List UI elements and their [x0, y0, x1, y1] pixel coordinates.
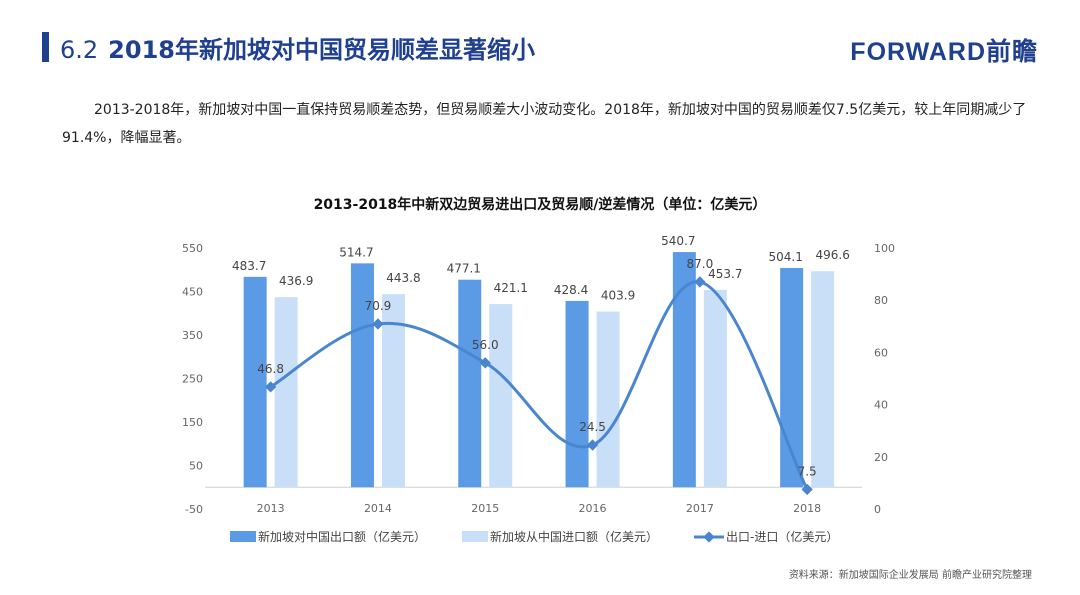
bar-data-label: 514.7: [339, 245, 373, 259]
bar-data-label: 483.7: [232, 259, 266, 273]
left-axis-tick: 550: [182, 242, 203, 255]
legend-import-label: 新加坡从中国进口额（亿美元）: [490, 529, 658, 544]
page-title: 6.2 2018年新加坡对中国贸易顺差显著缩小: [60, 30, 535, 65]
bar-data-label: 436.9: [279, 274, 313, 288]
export-bar: [672, 252, 696, 488]
export-bar: [350, 263, 374, 488]
bar-data-label: 421.1: [494, 281, 528, 295]
right-axis-tick: 60: [874, 346, 888, 359]
balance-marker: [479, 357, 491, 369]
left-axis-tick: 150: [182, 416, 203, 429]
source-note: 资料来源：新加坡国际企业发展局 前瞻产业研究院整理: [788, 570, 1032, 581]
bar-data-label: 477.1: [447, 262, 481, 276]
legend-line-label: 出口-进口（亿美元）: [726, 529, 838, 544]
bar-data-label: 496.6: [815, 248, 849, 262]
forward-logo: FORWARD前瞻: [850, 38, 1038, 66]
right-axis-tick: 40: [874, 399, 888, 412]
left-axis-tick: 50: [189, 460, 203, 473]
x-axis-tick: 2018: [793, 502, 821, 515]
bar-data-label: 443.8: [386, 271, 420, 285]
right-axis-tick: 20: [874, 451, 888, 464]
left-axis-tick: -50: [185, 503, 203, 516]
line-data-label: 56.0: [472, 338, 499, 352]
balance-marker: [264, 381, 277, 393]
line-data-label: 46.8: [257, 362, 284, 376]
title-accent-bar: [42, 32, 49, 62]
import-bar: [381, 294, 405, 488]
x-axis-tick: 2016: [579, 502, 607, 515]
left-axis-tick: 250: [182, 373, 203, 386]
bar-data-label: 540.7: [661, 234, 695, 248]
balance-marker: [586, 439, 599, 451]
x-axis-tick: 2014: [364, 502, 392, 515]
x-axis-tick: 2013: [257, 502, 285, 515]
export-bar: [243, 276, 267, 488]
bar-data-label: 403.9: [601, 289, 635, 303]
x-axis-tick: 2015: [471, 502, 499, 515]
export-bar: [565, 300, 589, 488]
section-number: 6.2: [60, 36, 99, 64]
import-bar: [703, 289, 727, 488]
x-axis-tick: 2017: [686, 502, 714, 515]
balance-marker: [801, 483, 813, 496]
import-bar: [811, 271, 835, 488]
import-bar: [596, 311, 620, 488]
balance-marker: [372, 318, 384, 330]
bar-data-label: 504.1: [768, 250, 802, 264]
legend-line-marker: [703, 531, 715, 543]
legend-export-label: 新加坡对中国出口额（亿美元）: [258, 529, 426, 544]
import-bar: [489, 304, 513, 488]
line-data-label: 7.5: [798, 464, 817, 478]
legend-export-swatch: [230, 531, 256, 542]
line-data-label: 87.0: [686, 257, 713, 271]
bar-data-label: 428.4: [554, 283, 588, 297]
summary-paragraph: 2013-2018年，新加坡对中国一直保持贸易顺差态势，但贸易顺差大小波动变化。…: [62, 102, 1027, 146]
line-data-label: 70.9: [365, 299, 392, 313]
right-axis-tick: 0: [874, 503, 881, 516]
right-axis-tick: 100: [874, 242, 895, 255]
title-text: 2018年新加坡对中国贸易顺差显著缩小: [108, 36, 535, 64]
chart-title: 2013-2018年中新双边贸易进出口及贸易顺/逆差情况（单位：亿美元）: [313, 197, 767, 213]
right-axis-tick: 80: [874, 294, 888, 307]
left-axis-tick: 450: [182, 286, 203, 299]
bar-data-label: 453.7: [708, 267, 742, 281]
export-bar: [458, 279, 482, 488]
export-bar: [780, 267, 804, 488]
left-axis-tick: 350: [182, 329, 203, 342]
legend-import-swatch: [462, 531, 488, 542]
import-bar: [274, 297, 298, 488]
balance-marker: [694, 276, 706, 288]
line-data-label: 24.5: [579, 420, 606, 434]
